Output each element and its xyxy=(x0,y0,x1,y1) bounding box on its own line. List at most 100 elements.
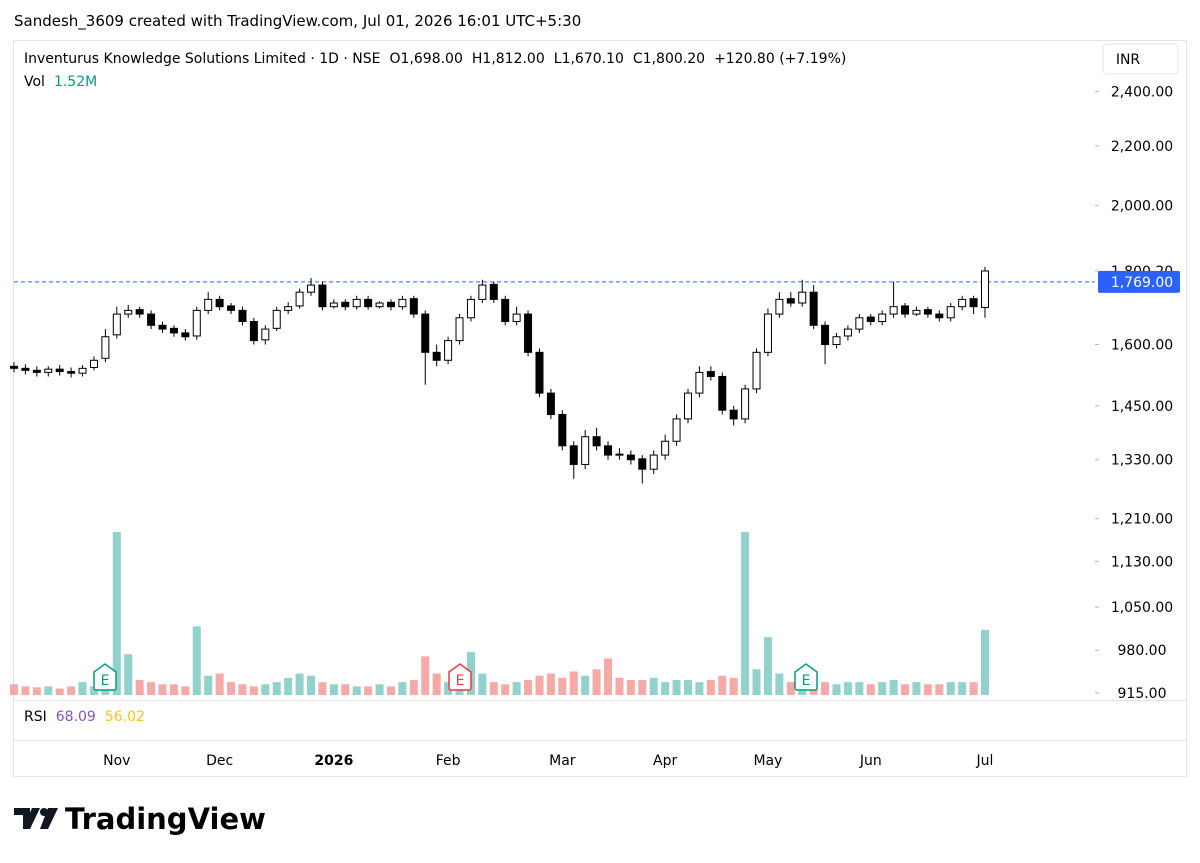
volume-bar xyxy=(604,658,613,695)
y-tick-label: 1,450.00 xyxy=(1111,399,1173,415)
candle-body xyxy=(409,298,418,315)
volume-bar xyxy=(855,682,864,695)
candle-body xyxy=(958,298,967,308)
candle-body xyxy=(192,309,201,337)
y-tick-label: 1,330.00 xyxy=(1111,453,1173,469)
candle-body xyxy=(923,309,932,315)
candle-body xyxy=(695,371,704,394)
volume-bar xyxy=(112,532,121,695)
volume-bar xyxy=(318,682,327,695)
volume-legend-name: Vol xyxy=(24,74,45,90)
volume-bar xyxy=(638,679,647,695)
volume-bar xyxy=(649,677,658,695)
legend-title: Inventurus Knowledge Solutions Limited ·… xyxy=(24,51,381,67)
candle-body xyxy=(912,309,921,315)
volume-bar xyxy=(398,682,407,695)
candle-body xyxy=(89,359,98,369)
volume-bar xyxy=(55,688,64,695)
volume-bar xyxy=(706,679,715,695)
y-tick-label: 2,400.00 xyxy=(1111,85,1173,101)
x-tick-label: Feb xyxy=(436,753,461,769)
volume-bar xyxy=(969,682,978,695)
x-tick-label: Dec xyxy=(206,753,233,769)
volume-bar xyxy=(44,686,53,695)
candle-body xyxy=(169,327,178,334)
volume-bar xyxy=(626,679,635,695)
candle-body xyxy=(32,369,41,373)
volume-bar xyxy=(535,675,544,695)
volume-bar xyxy=(67,686,76,695)
volume-bar xyxy=(866,684,875,695)
y-tick-label: 1,210.00 xyxy=(1111,512,1173,528)
legend-key: H xyxy=(472,51,483,67)
volume-bar xyxy=(147,682,156,695)
candle-body xyxy=(866,316,875,323)
candle-body xyxy=(341,301,350,308)
candle-body xyxy=(581,436,590,465)
candle-body xyxy=(546,392,555,416)
legend-value: 1,698.00 xyxy=(401,51,463,67)
candle-body xyxy=(284,306,293,311)
volume-bar xyxy=(775,673,784,695)
candle-body xyxy=(489,283,498,300)
volume-bar xyxy=(832,684,841,695)
volume-bar xyxy=(695,682,704,695)
candle-body xyxy=(444,340,453,361)
volume-bar xyxy=(192,626,201,695)
candle-body xyxy=(466,298,475,319)
legend-key: L xyxy=(554,51,562,67)
candle-body xyxy=(535,351,544,394)
candle-body xyxy=(215,298,224,308)
legend-line: Inventurus Knowledge Solutions Limited ·… xyxy=(24,51,846,67)
volume-bar xyxy=(375,684,384,695)
currency-box[interactable] xyxy=(1102,43,1179,75)
candle-body xyxy=(124,309,133,315)
candle-body xyxy=(158,324,167,330)
volume-bar xyxy=(752,669,761,695)
volume-bar xyxy=(124,654,133,695)
volume-bar xyxy=(238,684,247,695)
legend-change: +120.80 (+7.19%) xyxy=(714,51,846,67)
earnings-marker xyxy=(794,663,818,691)
legend-key: C xyxy=(633,51,643,67)
volume-bar xyxy=(169,684,178,695)
candle-body xyxy=(307,284,316,293)
candle-body xyxy=(455,317,464,342)
legend-key: O xyxy=(390,51,401,67)
volume-bar xyxy=(661,682,670,695)
currency: INR xyxy=(1116,52,1141,68)
volume-bar xyxy=(341,684,350,695)
candle-body xyxy=(421,313,430,353)
candle-body xyxy=(44,368,53,373)
candle-body xyxy=(706,371,715,377)
volume-bar xyxy=(935,684,944,695)
candle-body xyxy=(558,414,567,447)
candle-body xyxy=(10,365,18,369)
candle-body xyxy=(249,321,258,342)
volume-legend: Vol 1.52M xyxy=(24,74,97,90)
caption: Sandesh_3609 created with TradingView.co… xyxy=(14,12,581,31)
earnings-label: E xyxy=(802,673,811,689)
legend-value: 1,670.10 xyxy=(562,51,624,67)
volume-bar xyxy=(421,656,430,695)
candle-body xyxy=(786,298,795,304)
volume-bar xyxy=(181,686,190,695)
candle-body xyxy=(661,440,670,456)
volume-bar xyxy=(901,684,910,695)
volume-bar xyxy=(204,675,213,695)
volume-bar xyxy=(558,677,567,695)
volume-bar xyxy=(78,682,87,695)
volume-bar xyxy=(741,532,750,695)
volume-bar xyxy=(501,684,510,695)
candle-body xyxy=(181,332,190,338)
candle-body xyxy=(798,291,807,304)
candle-body xyxy=(832,336,841,345)
volume-bar xyxy=(409,679,418,695)
candle-body xyxy=(238,309,247,323)
candle-body xyxy=(855,317,864,330)
volume-bar xyxy=(478,673,487,695)
volume-legend-value: 1.52M xyxy=(54,74,97,90)
candle-body xyxy=(615,453,624,456)
volume-bar xyxy=(843,682,852,695)
